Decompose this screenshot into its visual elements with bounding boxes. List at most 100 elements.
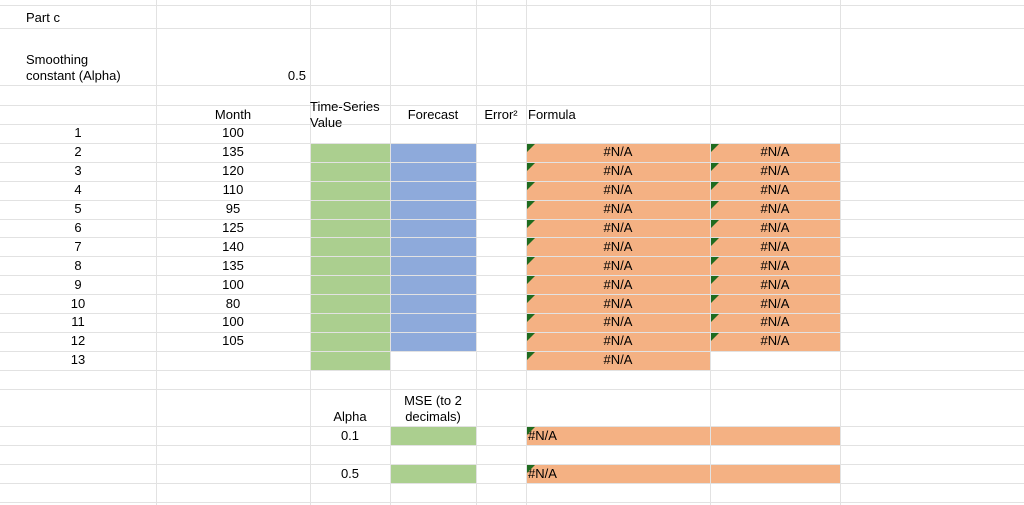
error-indicator (527, 219, 535, 228)
error-indicator (527, 351, 535, 360)
column-header: Time-Series Value (310, 98, 380, 130)
grid-row-line (0, 313, 1024, 314)
grid-row-line (0, 161, 1024, 163)
month: 1 (74, 125, 82, 141)
formula-result: #N/A (760, 163, 790, 179)
month: 12 (70, 333, 86, 349)
month: 7 (74, 238, 82, 254)
grid-row-line (0, 237, 1024, 239)
formula-result: #N/A (603, 182, 633, 198)
grid-row-line (0, 28, 1024, 29)
grid-row-line (0, 180, 1024, 182)
formula-result: #N/A (603, 144, 633, 160)
mse-formula-cell (526, 426, 840, 445)
formula-result: #N/A (603, 163, 633, 179)
formula-result: #N/A (760, 276, 790, 292)
mse-formula: #N/A (528, 427, 557, 443)
error-indicator (527, 162, 535, 171)
error-indicator (527, 427, 535, 435)
time-series-value: 120 (222, 163, 244, 179)
grid-row-line (0, 502, 1024, 503)
error-indicator (711, 238, 719, 247)
mse-formula: #N/A (528, 465, 557, 481)
error-indicator (711, 143, 719, 152)
grid-row-line (0, 426, 1024, 427)
error-indicator (527, 314, 535, 322)
grid-row-line (0, 124, 1024, 125)
formula-result: #N/A (760, 295, 790, 311)
month: 4 (74, 182, 82, 198)
error-indicator (527, 238, 535, 247)
grid-row-line (0, 218, 1024, 220)
formula-result: #N/A (603, 333, 633, 349)
grid-row-line (0, 331, 1024, 333)
time-series-value: 100 (222, 314, 244, 330)
month: 9 (74, 276, 82, 292)
month: 10 (70, 295, 86, 311)
error-range (390, 142, 476, 351)
time-series-value: 135 (222, 257, 244, 273)
formula-result: #N/A (603, 295, 633, 311)
formula-result: #N/A (603, 314, 633, 330)
time-series-value: 135 (222, 144, 244, 160)
month: 3 (74, 163, 82, 179)
month: 5 (74, 201, 82, 217)
formula-result: #N/A (760, 314, 790, 330)
time-series-value: 125 (222, 219, 244, 235)
mse-header: MSE (to 2 decimals) (404, 393, 462, 424)
formula-result: #N/A (760, 219, 790, 235)
month: 11 (71, 314, 85, 330)
formula-result: #N/A (603, 201, 633, 217)
grid-row-line (0, 256, 1024, 258)
grid-row-line (0, 350, 1024, 352)
grid-row-line (0, 369, 1024, 371)
error-indicator (711, 200, 719, 209)
error-indicator (527, 181, 535, 190)
formula-result: #N/A (603, 219, 633, 235)
column-header: Formula (528, 106, 576, 122)
time-series-value: 100 (222, 125, 244, 141)
grid-row-line (0, 464, 1024, 465)
grid-col-line (310, 0, 311, 505)
error-indicator (711, 332, 719, 341)
error-indicator (527, 200, 535, 209)
grid-col-line (390, 0, 391, 505)
formula-result: #N/A (603, 352, 633, 368)
error-indicator (527, 332, 535, 341)
grid-col-line (476, 0, 477, 505)
grid-row-line (0, 142, 1024, 144)
month: 13 (70, 352, 86, 368)
time-series-value: 110 (222, 182, 244, 198)
formula-result: #N/A (603, 257, 633, 273)
error-indicator (711, 219, 719, 228)
column-header: Month (214, 106, 252, 122)
time-series-value: 140 (222, 238, 244, 254)
error-indicator (527, 465, 535, 473)
month: 6 (74, 219, 82, 235)
grid-row-line (0, 294, 1024, 296)
part-title: Part c (26, 10, 60, 25)
grid-row-line (0, 199, 1024, 201)
formula-result: #N/A (760, 201, 790, 217)
alpha-option: 0.5 (340, 465, 360, 481)
formula-result: #N/A (760, 144, 790, 160)
mse-formula-cell (526, 464, 840, 483)
column-header: Forecast (407, 106, 459, 122)
month: 2 (74, 144, 82, 160)
alpha-option: 0.1 (340, 427, 360, 443)
mse-cell (390, 426, 476, 445)
grid-row-line (0, 105, 1024, 106)
grid-col-line (710, 0, 711, 505)
mse-header: Alpha (333, 409, 367, 424)
error-indicator (711, 314, 719, 322)
grid-row-line (0, 275, 1024, 277)
error-indicator (527, 295, 535, 304)
formula-result: #N/A (760, 238, 790, 254)
column-header: Error² (484, 106, 518, 122)
formula-result: #N/A (603, 238, 633, 254)
grid-row-line (0, 445, 1024, 446)
error-indicator (711, 181, 719, 190)
error-indicator (527, 143, 535, 152)
error-indicator (711, 295, 719, 304)
